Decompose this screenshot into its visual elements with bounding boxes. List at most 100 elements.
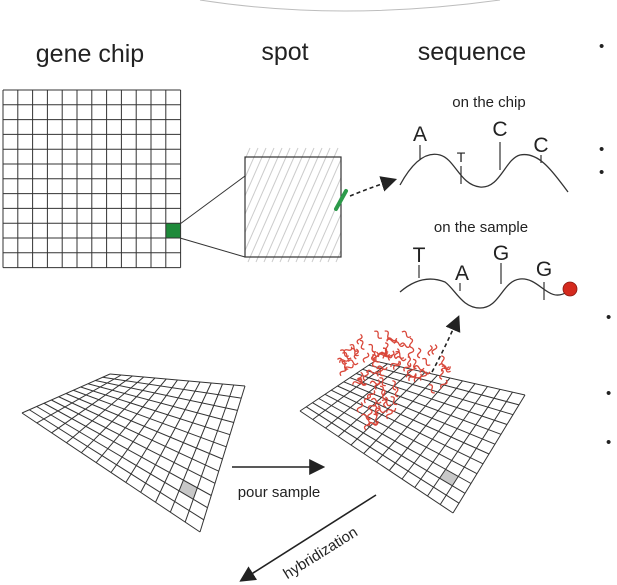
sample-molecule: [407, 356, 411, 368]
grid-line: [312, 402, 466, 494]
hatch-line: [255, 147, 307, 263]
sample-molecule: [370, 397, 382, 404]
hatch-line: [344, 148, 394, 262]
zoom-line-bottom: [179, 237, 246, 258]
hatch-line: [319, 212, 341, 263]
top-decorative-arc: [199, 0, 501, 12]
sample-base-letter: A: [455, 262, 469, 285]
perspective-chip-left: [21, 373, 246, 533]
bullet: •: [606, 309, 611, 326]
sample-base-letter: G: [536, 258, 552, 281]
sample-molecule: [394, 386, 399, 398]
grid-line: [36, 406, 208, 509]
hatch-line: [368, 148, 418, 262]
sample-molecule: [341, 360, 349, 370]
hatch-line: [327, 231, 341, 263]
sample-molecule: [390, 360, 400, 368]
hatch-line: [245, 147, 259, 179]
sample-molecule: [366, 408, 373, 420]
sample-molecule: [360, 413, 372, 421]
sample-molecule: [399, 342, 411, 349]
gene-chip-grid: [2, 89, 182, 269]
sample-molecule: [367, 402, 377, 410]
probe-strand: [334, 189, 348, 211]
shaded-cell: [439, 469, 459, 486]
chip-strand-backbone: [399, 153, 569, 193]
bullet: •: [599, 164, 604, 181]
hatch-line: [192, 148, 242, 262]
sample-molecule: [356, 402, 364, 413]
sample-molecule: [408, 373, 417, 382]
sample-molecule: [373, 413, 379, 424]
sample-molecule: [356, 333, 363, 345]
hatch-line: [287, 147, 339, 263]
sample-molecule: [407, 347, 415, 358]
grid-line: [29, 409, 205, 521]
bullet: •: [606, 434, 611, 451]
sample-molecule: [383, 396, 389, 408]
sample-molecule: [385, 409, 393, 420]
chip-strand: A T C C: [399, 118, 569, 193]
sample-molecule: [371, 350, 376, 362]
sample-molecule: [384, 330, 392, 340]
sample-molecule: [419, 371, 428, 381]
grid-line: [337, 385, 490, 455]
sample-molecule: [349, 343, 359, 352]
hatch-line: [245, 147, 251, 161]
hatch-line: [245, 147, 267, 198]
sample-molecules: [337, 330, 451, 431]
grid-line: [299, 410, 454, 514]
sample-molecule: [366, 390, 376, 399]
bullet: •: [606, 385, 611, 402]
sample-molecule: [390, 396, 398, 406]
pour-sample-label: pour sample: [238, 484, 321, 501]
sample-molecule: [363, 419, 371, 431]
sample-base-letter: G: [493, 242, 509, 265]
sample-molecule: [412, 358, 417, 370]
hatch-line: [279, 147, 331, 263]
sample-molecule: [439, 368, 444, 380]
sample-molecule: [403, 362, 412, 372]
grid-line: [21, 412, 201, 533]
zoom-line-top: [179, 175, 246, 225]
sample-molecule: [381, 388, 386, 400]
sample-molecule: [339, 357, 350, 363]
fluorescent-label-dot: [562, 281, 578, 297]
sample-molecule: [384, 342, 389, 353]
grid-line: [199, 385, 246, 533]
hatch-line: [295, 158, 341, 263]
bullet: •: [599, 141, 604, 158]
sample-molecule: [379, 377, 386, 387]
hatch-line: [263, 147, 315, 263]
spot-magnified: [192, 147, 418, 263]
sample-molecule: [428, 384, 435, 394]
hatch-line: [247, 147, 299, 263]
grid-line: [169, 383, 223, 513]
hatch-line: [352, 148, 402, 262]
sample-molecule: [413, 365, 425, 371]
chip-base-letter: A: [413, 123, 427, 146]
hybridization-label: hybridization: [280, 524, 360, 583]
sample-molecule: [382, 354, 394, 359]
chip-base-letter: C: [533, 134, 548, 157]
sample-molecule: [401, 330, 412, 339]
sample-molecule: [438, 363, 450, 370]
hatch-line: [245, 147, 291, 252]
sample-molecule: [392, 361, 402, 370]
grid-line: [439, 391, 513, 505]
perspective-chip-right: [299, 360, 526, 514]
sample-molecule: [387, 350, 395, 361]
chip-base-letter: C: [492, 118, 507, 141]
sample-to-sequence-arrow: [431, 315, 461, 373]
hatch-line: [271, 147, 323, 263]
sample-molecule: [427, 344, 433, 357]
grid-line: [388, 380, 463, 471]
sample-molecule: [352, 380, 363, 385]
highlighted-spot: [165, 223, 181, 238]
heading-gene-chip: gene chip: [36, 40, 144, 68]
sample-strand-backbone: [399, 278, 568, 309]
hybridization-arrow: [239, 494, 377, 582]
spot-box: [244, 156, 342, 258]
sample-molecule: [366, 369, 378, 375]
